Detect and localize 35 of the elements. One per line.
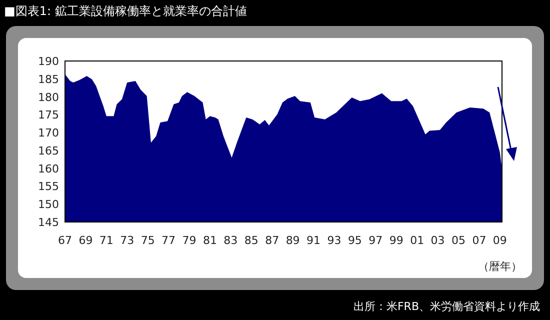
y-tick-label: 145 — [38, 216, 59, 229]
y-tick-label: 175 — [38, 108, 59, 122]
x-tick-label: 69 — [78, 234, 93, 247]
x-tick-label: 75 — [140, 234, 155, 247]
x-tick-label: 71 — [99, 234, 114, 247]
y-tick-label: 150 — [38, 198, 59, 212]
y-tick-label: 190 — [38, 55, 59, 68]
x-tick-label: 73 — [120, 234, 134, 247]
x-axis-title: （暦年） — [478, 260, 522, 273]
y-tick-label: 155 — [38, 180, 59, 194]
chart-title: ■図表1: 鉱工業設備稼働率と就業率の合計値 — [4, 4, 247, 18]
x-tick-label: 07 — [472, 234, 486, 247]
x-tick-label: 91 — [306, 234, 321, 247]
x-tick-label: 77 — [162, 234, 176, 247]
x-tick-label: 99 — [389, 234, 404, 247]
y-tick-label: 160 — [38, 162, 59, 176]
x-tick-label: 93 — [327, 234, 342, 247]
x-tick-label: 05 — [452, 234, 466, 247]
x-tick-label: 95 — [348, 234, 362, 247]
y-tick-label: 180 — [38, 90, 59, 104]
x-tick-label: 83 — [224, 234, 238, 247]
x-tick-label: 87 — [265, 234, 280, 247]
x-tick-label: 01 — [410, 234, 424, 247]
x-tick-label: 03 — [430, 234, 445, 247]
x-tick-label: 81 — [202, 234, 217, 247]
y-tick-label: 170 — [38, 126, 59, 140]
x-tick-label: 97 — [368, 234, 383, 247]
y-tick-label: 185 — [38, 72, 59, 86]
x-tick-label: 09 — [492, 234, 507, 247]
text: 出所：米FRB、米労働省資料より作成 — [353, 300, 540, 313]
x-tick-label: 67 — [58, 234, 72, 247]
x-tick-label: 79 — [182, 234, 196, 247]
y-tick-label: 165 — [38, 144, 59, 158]
x-tick-label: 89 — [286, 234, 300, 247]
x-tick-label: 85 — [244, 234, 258, 247]
